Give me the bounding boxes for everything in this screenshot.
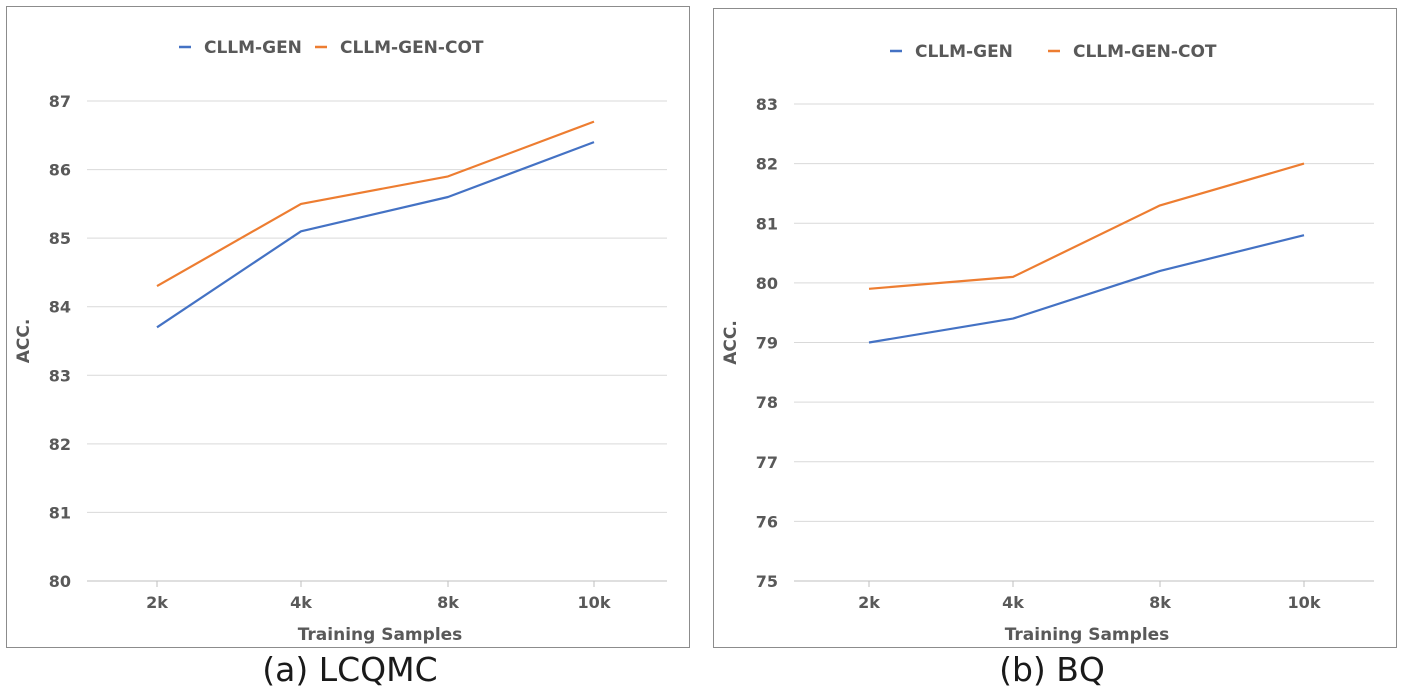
x-tick-label: 2k <box>858 593 880 612</box>
y-axis-title: ACC. <box>721 320 741 365</box>
x-tick-label: 4k <box>290 593 312 612</box>
y-tick-label: 81 <box>49 503 71 522</box>
x-axis-title: Training Samples <box>1005 625 1170 645</box>
line-chart-bq: 75 76 77 78 79 80 81 82 83 2k 4k 8k 10k Training Samp… <box>721 42 1374 645</box>
legend-label: CLLM-GEN-COT <box>1073 42 1217 62</box>
x-tick-label: 2k <box>146 593 168 612</box>
series-line-cllm-gen <box>156 141 595 329</box>
y-tick-label: 75 <box>756 572 778 591</box>
y-tick-label: 85 <box>49 229 71 248</box>
y-tick-label: 76 <box>756 512 778 531</box>
y-tick-label: 83 <box>49 366 71 385</box>
y-tick-label: 79 <box>756 334 778 353</box>
y-tick-label: 86 <box>49 161 71 180</box>
x-tick-label: 8k <box>437 593 459 612</box>
y-axis-title: ACC. <box>14 319 34 364</box>
chart-frame: 75 76 77 78 79 80 81 82 83 2k 4k 8k 10k Training Samp… <box>713 8 1397 648</box>
y-tick-label: 84 <box>49 298 71 317</box>
line-chart-lcqmc: 80 81 82 83 84 85 86 87 2k 4k 8k 10k Training Sample… <box>14 38 667 645</box>
y-tick-label: 87 <box>49 92 71 111</box>
y-tick-label: 77 <box>756 453 778 472</box>
x-tick-label: 10k <box>578 593 611 612</box>
x-tick-label: 8k <box>1149 593 1171 612</box>
chart-panel-lcqmc: 80 81 82 83 84 85 86 87 2k 4k 8k 10k Training Sample… <box>0 0 700 700</box>
legend-label: CLLM-GEN-COT <box>340 38 484 58</box>
legend-label: CLLM-GEN <box>915 42 1013 62</box>
x-axis-title: Training Samples <box>298 625 463 645</box>
chart-caption: (b) BQ <box>999 650 1105 689</box>
series-line-cllm-gen <box>868 234 1305 344</box>
chart-panel-bq: 75 76 77 78 79 80 81 82 83 2k 4k 8k 10k Training Samp… <box>702 0 1402 700</box>
y-tick-label: 80 <box>756 274 778 293</box>
series-line-cllm-gen-cot <box>156 120 595 288</box>
y-tick-label: 82 <box>49 435 71 454</box>
y-tick-label: 78 <box>756 393 778 412</box>
series-line-cllm-gen-cot <box>868 162 1305 290</box>
y-tick-label: 81 <box>756 214 778 233</box>
y-tick-label: 80 <box>49 572 71 591</box>
x-tick-label: 4k <box>1002 593 1024 612</box>
legend-label: CLLM-GEN <box>204 38 302 58</box>
y-tick-label: 82 <box>756 155 778 174</box>
y-tick-label: 83 <box>756 95 778 114</box>
chart-frame: 80 81 82 83 84 85 86 87 2k 4k 8k 10k Training Sample… <box>6 6 690 648</box>
x-tick-label: 10k <box>1288 593 1321 612</box>
chart-caption: (a) LCQMC <box>262 650 438 689</box>
